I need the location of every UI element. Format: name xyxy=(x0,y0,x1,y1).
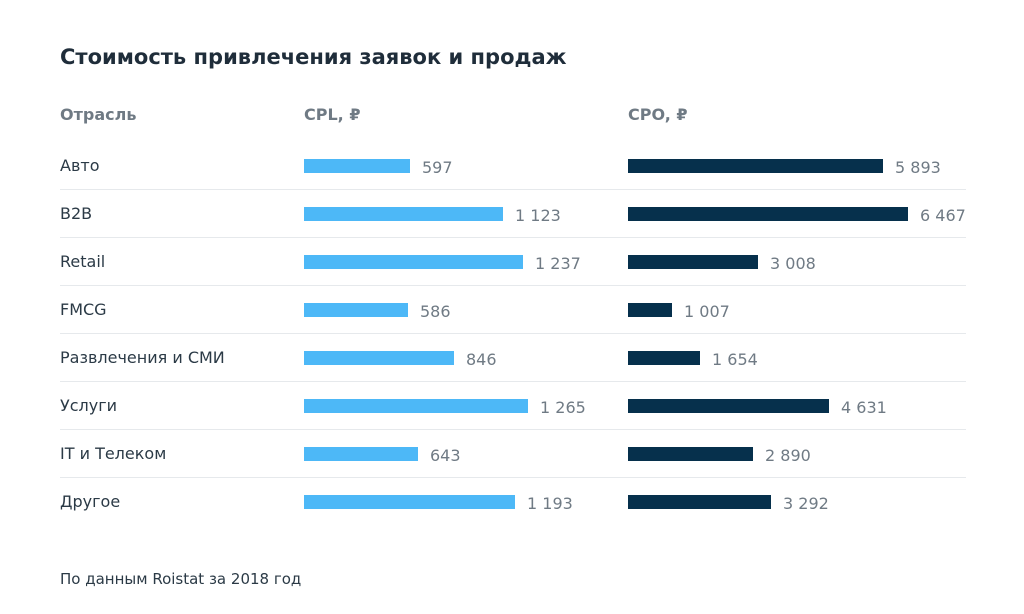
cpo-bar xyxy=(628,207,908,221)
cpl-bar xyxy=(304,207,503,221)
category-label: Другое xyxy=(60,492,121,511)
cpo-value-label: 3 292 xyxy=(783,494,829,513)
cpl-bar xyxy=(304,255,523,269)
cpo-bar xyxy=(628,255,758,269)
category-label: B2B xyxy=(60,204,93,223)
chart-row: Развлечения и СМИ 846 1 654 xyxy=(60,333,966,381)
cpo-bar xyxy=(628,399,829,413)
chart-row: Услуги 1 265 4 631 xyxy=(60,381,966,429)
cpo-column-header: CPO, ₽ xyxy=(628,105,688,124)
category-column-header: Отрасль xyxy=(60,105,137,124)
source-footnote: По данным Roistat за 2018 год xyxy=(60,570,302,588)
cpo-value-label: 4 631 xyxy=(841,398,887,417)
cpl-value-label: 1 237 xyxy=(535,254,581,273)
cpl-column-header: CPL, ₽ xyxy=(304,105,361,124)
chart-row: B2B 1 123 6 467 xyxy=(60,189,966,237)
cpo-bar xyxy=(628,303,672,317)
category-label: FMCG xyxy=(60,300,107,319)
cpo-bar xyxy=(628,351,700,365)
cpo-value-label: 3 008 xyxy=(770,254,816,273)
chart-row: Retail 1 237 3 008 xyxy=(60,237,966,285)
cpl-value-label: 597 xyxy=(422,158,453,177)
cpl-bar xyxy=(304,351,454,365)
cpo-bar xyxy=(628,159,883,173)
chart-row: Авто 597 5 893 xyxy=(60,142,966,189)
cpl-bar xyxy=(304,495,515,509)
cpl-value-label: 1 123 xyxy=(515,206,561,225)
cpo-value-label: 6 467 xyxy=(920,206,966,225)
cpl-value-label: 1 265 xyxy=(540,398,586,417)
cpo-bar xyxy=(628,447,753,461)
chart-row: FMCG 586 1 007 xyxy=(60,285,966,333)
category-label: Развлечения и СМИ xyxy=(60,348,225,367)
cpo-value-label: 1 654 xyxy=(712,350,758,369)
category-label: IT и Телеком xyxy=(60,444,167,463)
cpl-bar xyxy=(304,159,410,173)
cpl-bar xyxy=(304,399,528,413)
cpl-value-label: 643 xyxy=(430,446,461,465)
chart-row: Другое 1 193 3 292 xyxy=(60,477,966,525)
cpl-bar xyxy=(304,447,418,461)
category-label: Авто xyxy=(60,156,100,175)
cpo-value-label: 1 007 xyxy=(684,302,730,321)
chart-rows: Авто 597 5 893 B2B 1 123 6 467 Retail 1 237 3 00… xyxy=(60,142,966,525)
cpo-value-label: 2 890 xyxy=(765,446,811,465)
cpl-value-label: 586 xyxy=(420,302,451,321)
cpo-value-label: 5 893 xyxy=(895,158,941,177)
chart-row: IT и Телеком 643 2 890 xyxy=(60,429,966,477)
category-label: Retail xyxy=(60,252,106,271)
chart-title: Стоимость привлечения заявок и продаж xyxy=(60,45,567,69)
cpl-bar xyxy=(304,303,408,317)
cpl-value-label: 1 193 xyxy=(527,494,573,513)
cpl-value-label: 846 xyxy=(466,350,497,369)
cpo-bar xyxy=(628,495,771,509)
category-label: Услуги xyxy=(60,396,118,415)
